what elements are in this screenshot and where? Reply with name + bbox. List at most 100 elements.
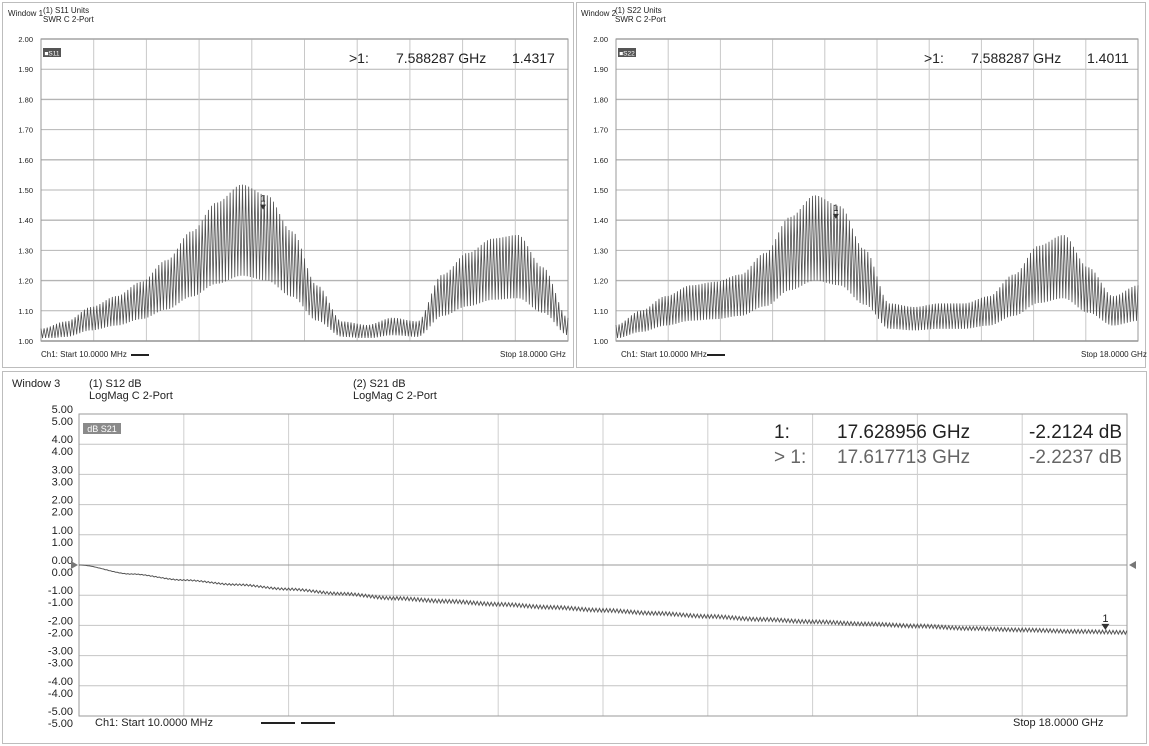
y-tick-label: 1.50 xyxy=(593,186,608,195)
marker-number: 1 xyxy=(260,194,265,204)
y-tick-label: 1.20 xyxy=(18,277,33,286)
swr-s22-plot: 2.00 1.90 1.80 1.70 1.60 1.50 1.40 1.30 1.20 1.10… xyxy=(593,35,1139,346)
y-tick-label-b: 4.00 xyxy=(52,446,73,458)
y-tick-label: 1.70 xyxy=(18,126,33,135)
start-indicator-dash xyxy=(301,722,335,724)
marker-prefix: > 1: xyxy=(774,447,806,468)
y-tick-label: 1.40 xyxy=(593,216,608,225)
logmag-s21-plot: 5.004.003.002.001.000.00-1.00-2.00-3.00-… xyxy=(48,404,1136,730)
y-tick-label: 1.60 xyxy=(18,156,33,165)
y-tick-label-a: -1.00 xyxy=(48,585,73,597)
marker-prefix: 1: xyxy=(774,422,790,443)
y-tick-label: 1.80 xyxy=(18,95,33,104)
marker-frequency: 17.628956 GHz xyxy=(837,422,970,443)
y-tick-label: 1.40 xyxy=(18,216,33,225)
marker-frequency: 7.588287 GHz xyxy=(971,50,1061,66)
reference-level-arrow-left xyxy=(71,561,78,569)
y-tick-label-b: 5.00 xyxy=(52,416,73,428)
y-tick-label-b: 2.00 xyxy=(52,507,73,519)
y-tick-label-a: 3.00 xyxy=(52,464,73,476)
y-tick-label: 1.00 xyxy=(593,337,608,346)
marker-frequency: 17.617713 GHz xyxy=(837,447,970,468)
stop-label: Stop 18.0000 GHz xyxy=(1081,350,1147,359)
y-tick-label: 1.90 xyxy=(593,65,608,74)
trace1-format: LogMag C 2-Port xyxy=(89,390,173,402)
trace-tag: ■S22 xyxy=(619,51,635,58)
marker-triangle xyxy=(832,213,839,219)
y-tick-label: 1.50 xyxy=(18,186,33,195)
y-tick-label-a: -3.00 xyxy=(48,646,73,658)
y-tick-label: 1.80 xyxy=(593,95,608,104)
marker-triangle xyxy=(1101,623,1110,630)
window-2-s22-swr[interactable]: Window 2 (1) S22 Units SWR C 2-Port Ch1:… xyxy=(576,2,1147,368)
trace2-format: LogMag C 2-Port xyxy=(353,390,437,402)
y-tick-label-a: 5.00 xyxy=(52,404,73,416)
y-tick-label-a: -5.00 xyxy=(48,706,73,718)
window-3-label: Window 3 xyxy=(12,378,61,390)
marker-frequency: 7.588287 GHz xyxy=(396,50,486,66)
swr-trace xyxy=(615,195,1139,339)
y-tick-label-a: 1.00 xyxy=(52,525,73,537)
y-tick-label: 1.00 xyxy=(18,337,33,346)
trace1-header: (1) S12 dB xyxy=(89,378,142,390)
y-tick-label: 1.10 xyxy=(18,307,33,316)
y-tick-label-a: 4.00 xyxy=(52,434,73,446)
trace-header: (1) S11 Units xyxy=(43,6,90,15)
trace-tag: ■S11 xyxy=(44,51,59,58)
y-tick-label: 2.00 xyxy=(18,35,33,44)
trace-tag-box xyxy=(618,48,636,57)
y-tick-label: 2.00 xyxy=(593,35,608,44)
trace2-header: (2) S21 dB xyxy=(353,378,406,390)
y-tick-label: 1.10 xyxy=(593,307,608,316)
y-tick-label-a: -2.00 xyxy=(48,615,73,627)
stop-label: Stop 18.0000 GHz xyxy=(1013,717,1104,729)
plot-border xyxy=(40,38,569,342)
marker-number: 1 xyxy=(833,203,838,213)
y-tick-label-b: -5.00 xyxy=(48,718,73,730)
y-tick-label: 1.30 xyxy=(18,246,33,255)
trace-tag-box xyxy=(83,423,121,434)
y-tick-label-a: 2.00 xyxy=(52,495,73,507)
start-label: Ch1: Start 10.0000 MHz xyxy=(621,350,707,359)
y-tick-label: 1.60 xyxy=(593,156,608,165)
swr-s11-plot: 2.00 1.90 1.80 1.70 1.60 1.50 1.40 1.30 1.20 1.10… xyxy=(18,35,569,346)
stop-label: Stop 18.0000 GHz xyxy=(500,350,566,359)
y-tick-label-b: -1.00 xyxy=(48,597,73,609)
plot-border xyxy=(615,38,1139,342)
y-tick-label: 1.90 xyxy=(18,65,33,74)
window-1-s11-swr[interactable]: Window 1 (1) S11 Units SWR C 2-Port Ch1:… xyxy=(2,2,574,368)
format-header: SWR C 2-Port xyxy=(43,15,94,24)
window-1-label: Window 1 xyxy=(8,9,44,18)
y-tick-label: 1.70 xyxy=(593,126,608,135)
start-indicator-dash xyxy=(261,722,295,724)
y-tick-label: 1.20 xyxy=(593,277,608,286)
marker-triangle xyxy=(259,204,266,210)
marker-value: -2.2124 dB xyxy=(1029,422,1122,443)
swr-trace xyxy=(40,184,569,339)
marker-value: 1.4317 xyxy=(512,50,555,66)
y-tick-label-a: -4.00 xyxy=(48,676,73,688)
window-3-logmag[interactable]: Window 3 (1) S12 dB LogMag C 2-Port (2) … xyxy=(2,371,1147,744)
marker-value: -2.2237 dB xyxy=(1029,447,1122,468)
y-tick-label-b: 3.00 xyxy=(52,476,73,488)
reference-level-arrow-right xyxy=(1129,561,1136,569)
s21-trace xyxy=(79,564,1128,636)
marker-value: 1.4011 xyxy=(1087,50,1129,66)
start-label: Ch1: Start 10.0000 MHz xyxy=(41,350,127,359)
y-tick-label-b: 0.00 xyxy=(52,567,73,579)
trace-header: (1) S22 Units xyxy=(615,6,662,15)
marker-number: 1 xyxy=(1102,613,1108,625)
y-tick-label-b: 1.00 xyxy=(52,537,73,549)
start-label: Ch1: Start 10.0000 MHz xyxy=(95,717,214,729)
marker-prefix: >1: xyxy=(349,50,369,66)
y-tick-label-b: -4.00 xyxy=(48,688,73,700)
start-indicator-dash xyxy=(707,354,725,356)
marker-prefix: >1: xyxy=(924,50,944,66)
y-tick-label: 1.30 xyxy=(593,246,608,255)
y-tick-label-b: -2.00 xyxy=(48,627,73,639)
y-tick-label-b: -3.00 xyxy=(48,658,73,670)
format-header: SWR C 2-Port xyxy=(615,15,666,24)
trace-tag-box xyxy=(43,48,61,57)
start-indicator-dash xyxy=(131,354,149,356)
trace-tag: dB S21 xyxy=(87,424,117,434)
